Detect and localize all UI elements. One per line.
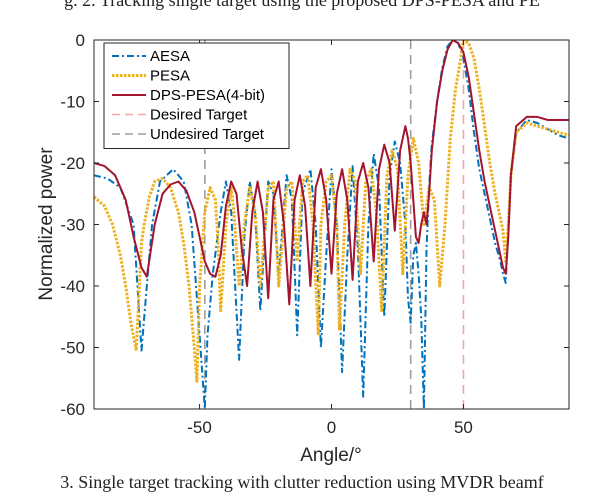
y-tick-label: -60 <box>60 400 85 419</box>
figure-caption-top: g. 2. Tracking single target using the p… <box>64 0 540 10</box>
y-tick-label: -10 <box>60 93 85 112</box>
x-tick-label: 0 <box>327 418 336 437</box>
y-tick-label: -50 <box>60 339 85 358</box>
series-dps-pesa-4-bit--line <box>94 40 569 306</box>
legend-label: Desired Target <box>150 107 248 124</box>
y-tick-label: -30 <box>60 216 85 235</box>
legend-label: PESA <box>150 68 190 85</box>
x-tick-label: -50 <box>187 418 212 437</box>
legend-label: AESA <box>150 48 190 65</box>
legend-label: Undesired Target <box>150 126 265 143</box>
y-tick-label: 0 <box>76 31 85 50</box>
y-tick-label: -20 <box>60 154 85 173</box>
x-tick-label: 50 <box>454 418 473 437</box>
series-aesa-line <box>94 40 569 409</box>
legend: AESA PESA DPS-PESA(4-bit) Desired Target Und… <box>103 42 290 149</box>
legend-label: DPS-PESA(4-bit) <box>150 87 265 104</box>
y-axis-label: Normalized power <box>36 147 57 301</box>
x-axis-label: Angle/° <box>300 445 361 466</box>
figure-caption-bottom: 3. Single target tracking with clutter r… <box>60 472 544 492</box>
series-pesa-line <box>94 40 569 383</box>
y-tick-label: -40 <box>60 277 85 296</box>
